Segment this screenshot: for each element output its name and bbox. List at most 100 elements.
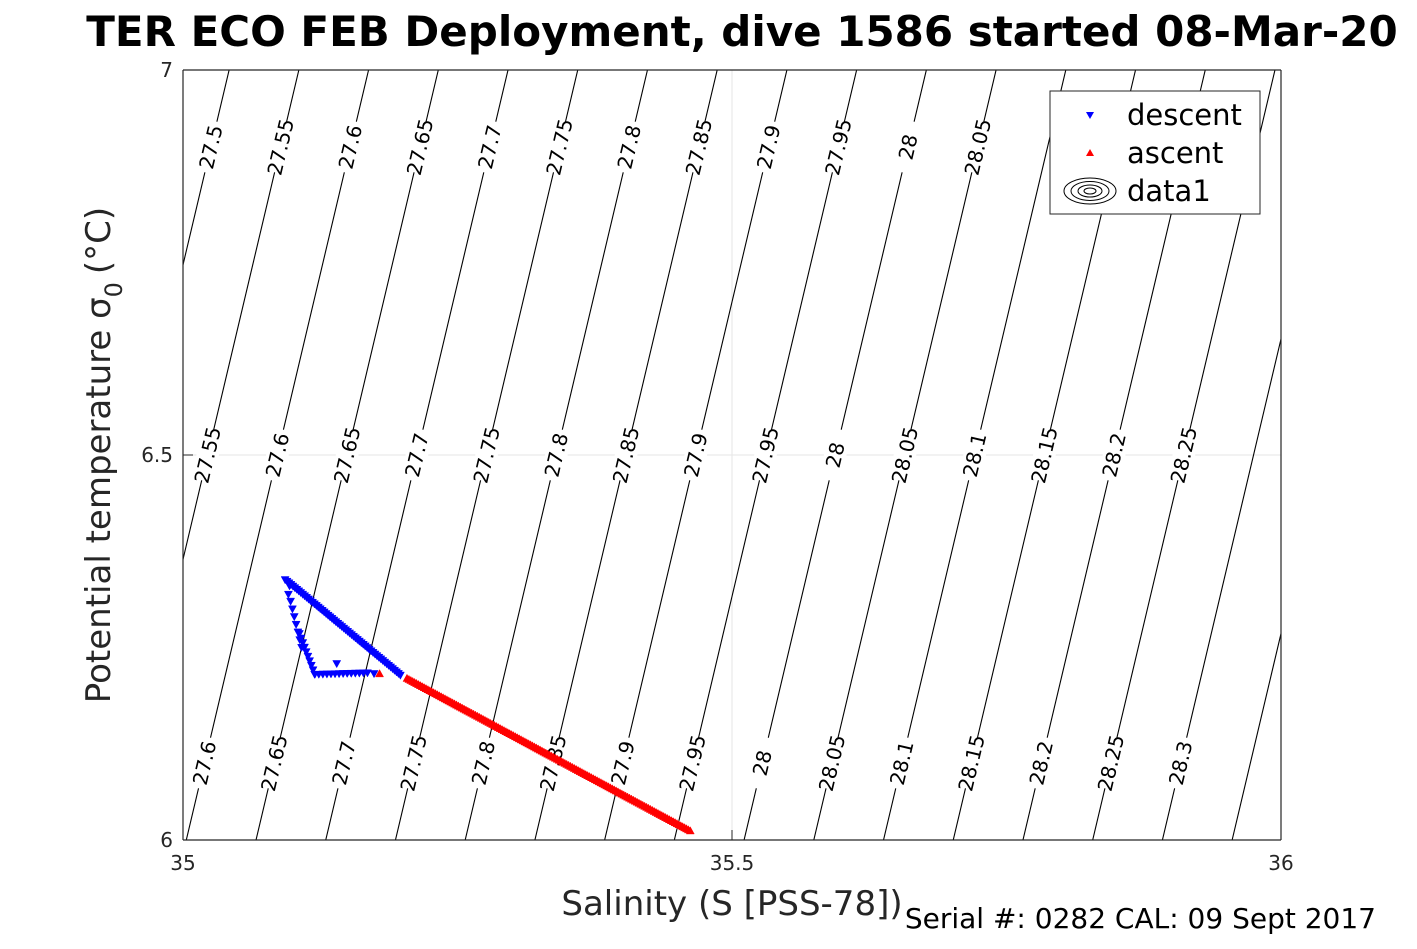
serial-cal-footer: Serial #: 0282 CAL: 09 Sept 2017 — [905, 902, 1376, 935]
x-tick-label: 35.5 — [710, 851, 755, 875]
descent-point — [283, 590, 293, 599]
legend-label-ascent: ascent — [1127, 136, 1223, 170]
legend: descent ascent data1 — [1049, 90, 1261, 215]
descent-point — [289, 613, 299, 622]
contour-label-bg — [821, 119, 856, 175]
contour-label: 28 — [894, 132, 923, 162]
x-tick-label: 36 — [1268, 851, 1293, 875]
ascent-point — [685, 826, 695, 835]
contour-label-bg — [682, 119, 716, 175]
contour-label-bg — [257, 735, 291, 791]
contour-label-bg — [748, 427, 783, 483]
legend-marker-contour-icon — [1063, 177, 1117, 205]
contour-label-bg — [891, 119, 925, 175]
y-axis-label-unit: (°C) — [79, 207, 119, 274]
isoline-22 — [1161, 336, 1281, 840]
ascent-point — [375, 669, 384, 678]
contour-label-bg — [542, 119, 577, 175]
isoline-3 — [0, 70, 20, 840]
contour-label-bg — [536, 735, 570, 791]
contour-label-bg — [333, 119, 368, 175]
x-axis-label: Salinity (S [PSS-78]) — [561, 884, 902, 924]
descent-point — [303, 652, 313, 661]
contour-label-bg — [1027, 427, 1062, 483]
contour-label-bg — [469, 427, 504, 483]
contour-label-bg — [260, 427, 295, 483]
contour-label-bg — [961, 119, 995, 175]
contour-label-bg — [1024, 735, 1058, 791]
contour-label: 28 — [748, 748, 777, 778]
contour-label-bg — [1097, 427, 1131, 483]
descent-point — [300, 643, 309, 652]
chart-title: TER ECO FEB Deployment, dive 1586 starte… — [86, 7, 1397, 56]
legend-marker-ascent — [1086, 149, 1094, 156]
contour-label-bg — [675, 735, 710, 791]
legend-label-data1: data1 — [1127, 174, 1211, 208]
contour-label-bg — [957, 427, 992, 483]
isoline-23 — [1231, 631, 1281, 840]
isoline-24 — [1302, 70, 1417, 840]
descent-point — [308, 666, 318, 675]
descent-point — [306, 661, 316, 670]
y-axis-label-text: Potential temperature σ — [79, 297, 119, 703]
descent-point — [296, 634, 306, 643]
isoline-4 — [0, 70, 90, 840]
contour-label-bg — [1167, 427, 1201, 483]
descent-point — [369, 670, 379, 679]
legend-contour-ring-1 — [1070, 181, 1110, 201]
contour-label-bg — [187, 735, 222, 791]
contour-label-group-1-15: 28.25 — [1166, 424, 1203, 485]
contour-label-bg — [885, 735, 919, 791]
y-axis-label: Potential temperature σ0 (°C) — [79, 207, 128, 703]
contour-label-bg — [954, 735, 989, 791]
contour-label-bg — [400, 427, 434, 483]
isoline-25 — [1372, 70, 1417, 840]
contour-label-bg — [327, 735, 361, 791]
contour-label-bg — [679, 427, 713, 483]
descent-point — [291, 620, 301, 629]
contour-label-bg — [539, 427, 574, 483]
contour-label-bg — [745, 735, 779, 791]
contour-label-bg — [606, 735, 640, 791]
legend-label-descent: descent — [1127, 98, 1242, 132]
y-axis-label-subscript: 0 — [100, 282, 128, 297]
contour-label-bg — [612, 119, 646, 175]
descent-point — [301, 648, 311, 657]
contour-label-bg — [888, 427, 922, 483]
descent-point — [332, 660, 342, 669]
contour-label-group-0-11: 28 — [891, 119, 925, 175]
data-markers — [280, 576, 695, 835]
descent-point — [286, 597, 296, 606]
contour-label-bg — [609, 427, 643, 483]
contour-label: 28 — [821, 440, 850, 470]
contour-label-bg — [473, 119, 507, 175]
contour-label-bg — [263, 119, 298, 175]
x-tick-label: 35 — [170, 851, 195, 875]
contour-label-bg — [751, 119, 786, 175]
contour-label-bg — [466, 735, 501, 791]
axes: 35 35.5 36 6 6.5 7 — [141, 58, 1294, 875]
descent-point — [298, 639, 308, 648]
descent-point — [288, 605, 297, 614]
legend-contour-ring-3 — [1083, 187, 1097, 195]
contour-label-group-1-10: 28 — [818, 427, 852, 483]
contour-label-bg — [403, 119, 437, 175]
descent-point — [395, 671, 405, 680]
grid — [183, 70, 1281, 840]
descent-point — [294, 630, 304, 639]
descent-point — [285, 582, 294, 591]
legend-contour-ring-2 — [1077, 184, 1103, 198]
contour-label-bg — [330, 427, 364, 483]
contour-label-bg — [815, 735, 849, 791]
descent-point — [305, 657, 315, 666]
contour-label-bg — [1163, 735, 1198, 791]
contour-label-group-2-9: 28 — [745, 735, 779, 791]
contour-label-bg — [194, 119, 228, 175]
density-contours: 27.5 27.55 27.6 27.65 27.7 27.75 27.8 27.85 27.9… — [0, 70, 1417, 840]
contour-label-bg — [1094, 735, 1128, 791]
legend-marker-descent — [1086, 112, 1094, 119]
contour-label-bg — [191, 427, 225, 483]
contour-label-bg — [396, 735, 431, 791]
